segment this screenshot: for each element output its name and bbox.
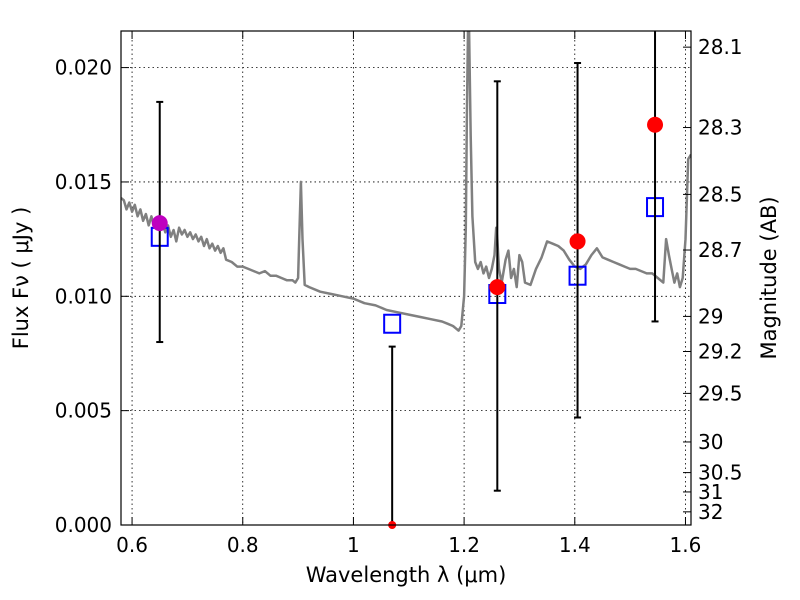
plot-area	[121, 31, 691, 332]
y-tick-label: 0.015	[55, 170, 112, 194]
right-tick-label: 31	[698, 480, 723, 504]
observed-flux-point	[489, 279, 506, 296]
right-tick-label: 28.1	[698, 35, 743, 59]
x-axis-label: Wavelength λ (μm)	[306, 563, 507, 587]
x-tick-label: 0.6	[116, 533, 148, 557]
y-axis-label: Flux Fν ( μJy )	[9, 207, 33, 350]
right-tick-label: 28.7	[698, 238, 743, 262]
y-axis-right-label: Magnitude (AB)	[757, 196, 781, 359]
y-tick-label: 0.020	[55, 56, 112, 80]
y-tick-label: 0.005	[55, 399, 112, 423]
right-tick-label: 29.5	[698, 381, 743, 405]
x-tick-label: 0.8	[227, 533, 259, 557]
ticks: 0.6 0.8 1 1.2 1.4 1.6 0.000 0.005 0.010 0.015 0.02…	[55, 31, 743, 557]
y-tick-label: 0.010	[55, 284, 112, 308]
x-tick-label: 1	[347, 533, 360, 557]
right-tick-label: 32	[698, 500, 723, 524]
x-tick-label: 1.2	[448, 533, 480, 557]
x-tick-label: 1.4	[559, 533, 591, 557]
sed-model-line	[121, 31, 691, 332]
observed-flux-point	[151, 215, 168, 232]
model-photometry-square	[383, 313, 402, 334]
plot-frame	[120, 30, 692, 526]
right-tick-label: 30	[698, 430, 723, 454]
observed-flux-point	[647, 116, 664, 133]
observed-flux-point	[569, 233, 586, 250]
right-tick-label: 30.5	[698, 461, 743, 485]
y-tick-label: 0.000	[55, 513, 112, 537]
right-tick-label: 28.5	[698, 182, 743, 206]
right-tick-label: 29.2	[698, 340, 743, 364]
marker-layer	[150, 31, 665, 529]
x-tick-label: 1.6	[670, 533, 702, 557]
right-tick-label: 29	[698, 304, 723, 328]
right-tick-label: 28.3	[698, 116, 743, 140]
